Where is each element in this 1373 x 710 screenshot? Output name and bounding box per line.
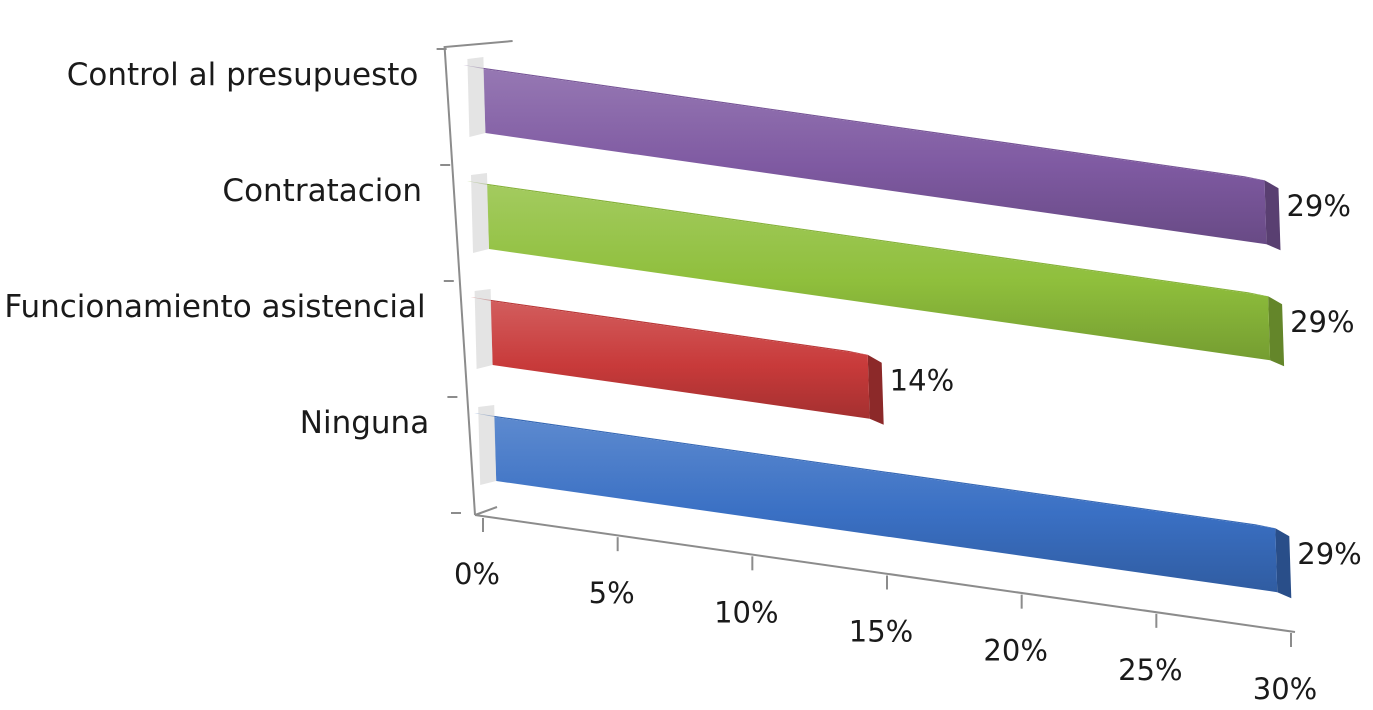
bar-shadow	[474, 289, 493, 369]
bar-control-al-presupuesto	[463, 65, 1281, 251]
bar-top-face	[463, 65, 1265, 181]
bar-end-face	[1264, 180, 1281, 251]
bar-shadow	[467, 57, 486, 137]
x-tick-label: 0%	[454, 557, 500, 591]
bar-top-face	[467, 181, 1269, 297]
x-tick-label: 15%	[849, 615, 913, 649]
bar-ninguna	[474, 413, 1292, 599]
category-label: Control al presupuesto	[67, 57, 419, 93]
bar-top-face	[470, 297, 868, 355]
data-label: 29%	[1290, 305, 1354, 339]
bar-shadow	[478, 405, 497, 485]
category-label: Contratacion	[222, 173, 422, 209]
x-tick-label: 30%	[1253, 672, 1317, 705]
x-tick-label: 20%	[983, 634, 1047, 668]
bar-front-face	[490, 301, 870, 419]
bar-shadow	[471, 173, 489, 253]
bar-end-face	[1268, 296, 1285, 367]
value-axis-line	[474, 514, 1296, 633]
data-label: 29%	[1297, 537, 1361, 571]
category-axis-line	[474, 506, 498, 516]
bar-end-face	[867, 354, 884, 425]
data-label: 14%	[890, 364, 954, 398]
bar-top-face	[474, 413, 1276, 529]
chart-axes	[436, 40, 1296, 647]
chart-bars	[463, 57, 1292, 599]
bar-front-face	[487, 185, 1271, 361]
category-label: Funcionamiento asistencial	[4, 289, 425, 325]
bar-front-face	[494, 417, 1278, 593]
chart-labels: 0% 5% 10% 15% 20% 25% 30% Control al presupuest…	[4, 57, 1361, 706]
bar-funcionamiento-asistencial	[470, 297, 884, 425]
bar-contratacion	[467, 181, 1285, 367]
x-tick-label: 25%	[1118, 653, 1182, 687]
x-tick-label: 10%	[714, 595, 778, 629]
back-wall-line	[443, 40, 513, 516]
bar-front-face	[483, 69, 1267, 245]
data-label: 29%	[1286, 189, 1350, 223]
category-label: Ninguna	[300, 405, 429, 441]
x-tick-label: 5%	[589, 576, 635, 610]
bar-end-face	[1275, 528, 1292, 599]
